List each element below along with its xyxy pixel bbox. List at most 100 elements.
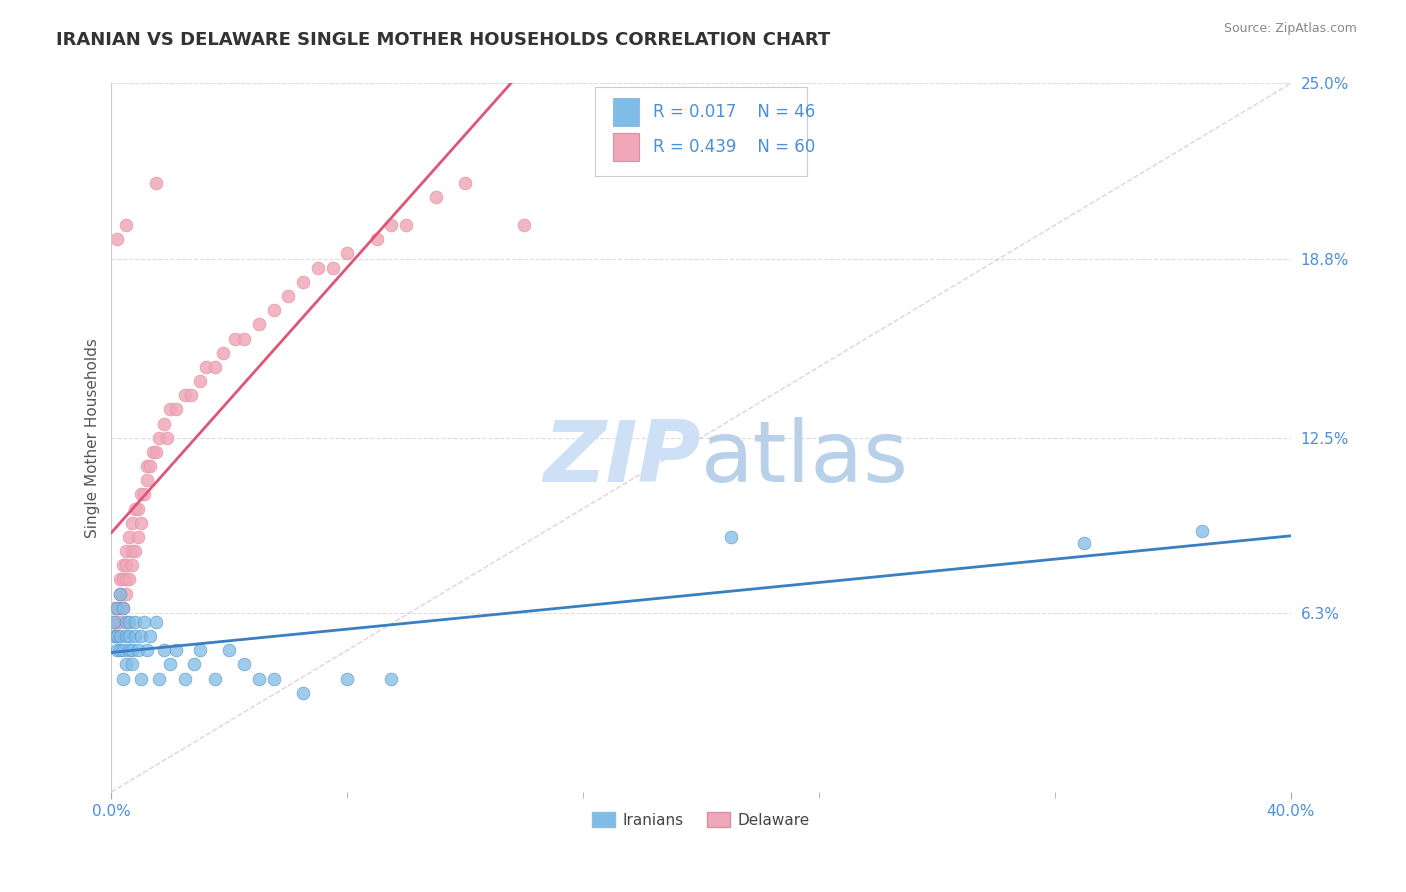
Point (112, 672, 135, 686)
Point (103, 629, 125, 643)
Point (135, 458, 157, 473)
Point (366, 232, 388, 246)
Point (1191, 524, 1213, 539)
Point (115, 615, 138, 629)
Point (132, 615, 155, 629)
Point (720, 530, 742, 544)
Point (112, 558, 135, 573)
Point (425, 190, 447, 204)
Point (105, 629, 128, 643)
Point (165, 643, 187, 657)
Point (129, 516, 152, 530)
Point (145, 176, 167, 190)
Point (292, 686, 315, 700)
Point (307, 260, 329, 275)
Point (112, 600, 135, 615)
Point (112, 643, 135, 657)
Point (103, 615, 125, 629)
Point (124, 501, 146, 516)
Point (1073, 535, 1095, 549)
Point (138, 629, 160, 643)
Point (110, 586, 132, 600)
Point (127, 643, 149, 657)
Point (124, 615, 146, 629)
Point (110, 586, 132, 600)
Point (115, 657, 138, 672)
Point (159, 402, 181, 417)
Point (148, 672, 170, 686)
Point (204, 672, 226, 686)
Point (292, 275, 315, 289)
Point (183, 657, 205, 672)
Legend: Iranians, Delaware: Iranians, Delaware (586, 805, 815, 834)
Point (110, 629, 132, 643)
Point (204, 359, 226, 374)
Point (115, 218, 138, 232)
Point (121, 516, 143, 530)
Point (247, 318, 270, 332)
Point (156, 431, 179, 445)
Text: IRANIAN VS DELAWARE SINGLE MOTHER HOUSEHOLDS CORRELATION CHART: IRANIAN VS DELAWARE SINGLE MOTHER HOUSEH… (56, 31, 831, 49)
Point (380, 672, 402, 686)
Point (115, 558, 138, 573)
Point (247, 672, 270, 686)
Text: R = 0.017    N = 46: R = 0.017 N = 46 (652, 103, 815, 120)
Point (129, 629, 152, 643)
Point (112, 600, 135, 615)
Point (135, 473, 157, 487)
Point (148, 431, 170, 445)
Point (188, 374, 211, 388)
Point (395, 218, 418, 232)
Point (110, 643, 132, 657)
Point (224, 331, 246, 345)
Point (103, 600, 125, 615)
Point (110, 573, 132, 587)
Point (174, 672, 197, 686)
Point (105, 600, 128, 615)
Point (165, 402, 187, 417)
Point (454, 176, 477, 190)
Point (263, 672, 285, 686)
Text: ZIP: ZIP (544, 417, 702, 500)
Point (174, 388, 197, 402)
Point (132, 487, 155, 501)
Point (118, 530, 141, 544)
Point (153, 643, 176, 657)
Point (121, 558, 143, 573)
Point (218, 643, 240, 657)
Point (145, 445, 167, 459)
Point (105, 600, 128, 615)
Point (135, 643, 157, 657)
Point (124, 629, 146, 643)
Point (118, 573, 141, 587)
Point (118, 615, 141, 629)
Point (118, 643, 141, 657)
Point (103, 615, 125, 629)
Point (124, 544, 146, 558)
Y-axis label: Single Mother Households: Single Mother Households (86, 338, 100, 538)
Point (277, 289, 299, 303)
Point (180, 388, 202, 402)
Point (513, 218, 536, 232)
Point (263, 303, 285, 318)
Point (115, 586, 138, 600)
Point (105, 232, 128, 246)
Point (105, 629, 128, 643)
Point (103, 629, 125, 643)
FancyBboxPatch shape (613, 133, 638, 161)
Point (105, 643, 128, 657)
Text: atlas: atlas (702, 417, 910, 500)
Point (110, 615, 132, 629)
Point (233, 331, 256, 345)
Point (112, 573, 135, 587)
Point (127, 530, 149, 544)
Point (118, 629, 141, 643)
Text: Source: ZipAtlas.com: Source: ZipAtlas.com (1223, 22, 1357, 36)
Point (129, 672, 152, 686)
Text: R = 0.439    N = 60: R = 0.439 N = 60 (652, 138, 815, 156)
Point (233, 657, 256, 672)
Point (194, 359, 217, 374)
FancyBboxPatch shape (595, 87, 807, 176)
Point (121, 544, 143, 558)
Point (115, 629, 138, 643)
